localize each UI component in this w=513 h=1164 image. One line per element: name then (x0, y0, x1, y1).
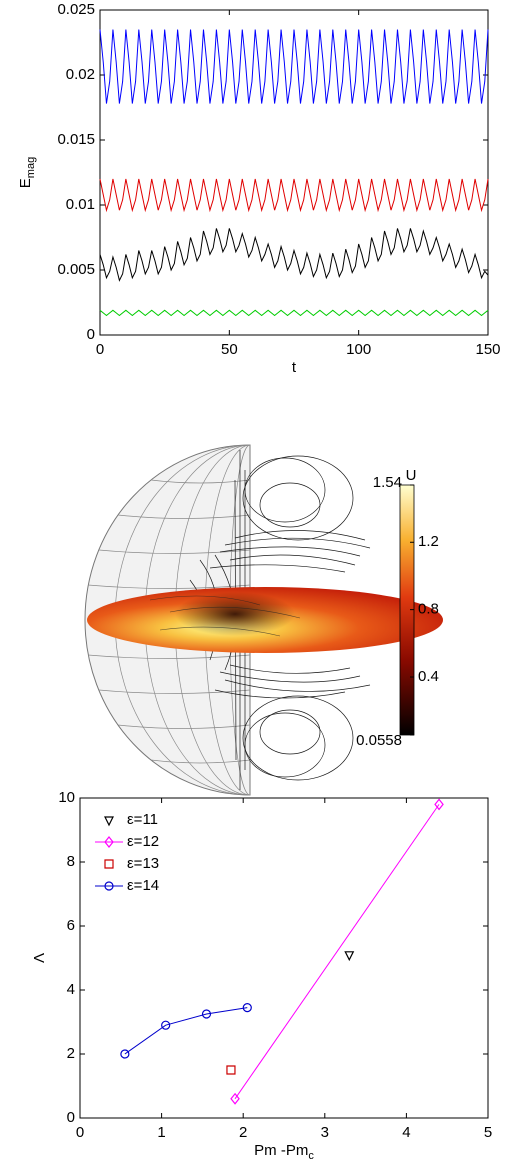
legend-label: ε=12 (127, 833, 159, 850)
y-tick-label: 0.025 (57, 1, 95, 18)
y-tick-label: 4 (67, 981, 75, 998)
series-line (99, 178, 489, 213)
x-tick-label: 0 (96, 341, 104, 358)
x-tick-label: 100 (346, 341, 371, 358)
y-tick-label: 0.005 (57, 261, 95, 278)
marker (161, 1020, 171, 1030)
y-tick-label: 10 (58, 789, 75, 806)
axes-frame (99, 9, 489, 336)
legend-marker (104, 816, 114, 827)
streamlines-front (149, 595, 301, 637)
x-axis-label-main: t (292, 359, 297, 376)
x-axis-label-sub: c (308, 1150, 314, 1162)
x-tick-label: 1 (157, 1124, 165, 1141)
marker (230, 1092, 240, 1105)
series-line (99, 309, 489, 317)
y-axis-label: Emag (17, 157, 37, 188)
y-tick-label: 8 (67, 853, 75, 870)
marker (120, 1049, 130, 1059)
y-axis-label-sub: mag (25, 157, 37, 178)
y-axis-label-main: E (17, 178, 34, 188)
axes-frame (79, 797, 489, 1119)
x-tick-label: 150 (475, 341, 500, 358)
x-tick-label: 50 (221, 341, 238, 358)
marker (226, 1065, 236, 1075)
y-tick-label: 0.015 (57, 131, 95, 148)
x-tick-label: 0 (76, 1124, 84, 1141)
y-tick-label: 0.02 (66, 66, 95, 83)
legend-marker (104, 836, 114, 848)
x-tick-label: 5 (484, 1124, 492, 1141)
disc-shadow (175, 592, 295, 636)
colorbar-tick-label: 1.54 (373, 474, 402, 491)
x-axis-label-main: Pm -Pm (254, 1142, 308, 1159)
colorbar-tick-label: 1.2 (418, 533, 439, 550)
colorbar-tick-label: 0.4 (418, 668, 439, 685)
y-axis-label: Λ (31, 953, 48, 963)
series-line (234, 804, 440, 1100)
legend-label: ε=11 (127, 811, 158, 828)
x-axis-label: Pm -Pmc (254, 1142, 314, 1162)
render-3d (84, 444, 443, 796)
y-tick-label: 2 (67, 1045, 75, 1062)
y-tick-label: 6 (67, 917, 75, 934)
y-tick-label: 0.01 (66, 196, 95, 213)
x-tick-label: 4 (402, 1124, 410, 1141)
y-axis-label-main: Λ (31, 953, 48, 963)
legend-marker (104, 859, 114, 869)
legend-label: ε=13 (127, 855, 159, 872)
marker (242, 1002, 252, 1013)
colorbar-title: U (406, 467, 417, 484)
x-tick-label: 3 (321, 1124, 329, 1141)
series-line (124, 1007, 248, 1055)
y-tick-label: 0 (67, 1109, 75, 1126)
colorbar-tick-label: 0.8 (418, 601, 439, 618)
legend-marker (104, 881, 114, 891)
colorbar-tick-label: 0.0558 (356, 732, 402, 749)
marker (201, 1009, 212, 1019)
marker (434, 798, 444, 811)
y-tick-label: 0 (87, 326, 95, 343)
series-line (99, 228, 489, 282)
series-line (99, 29, 489, 104)
x-axis-label: t (292, 359, 297, 376)
x-tick-label: 2 (239, 1124, 247, 1141)
marker (344, 951, 355, 962)
legend-label: ε=14 (127, 877, 159, 894)
